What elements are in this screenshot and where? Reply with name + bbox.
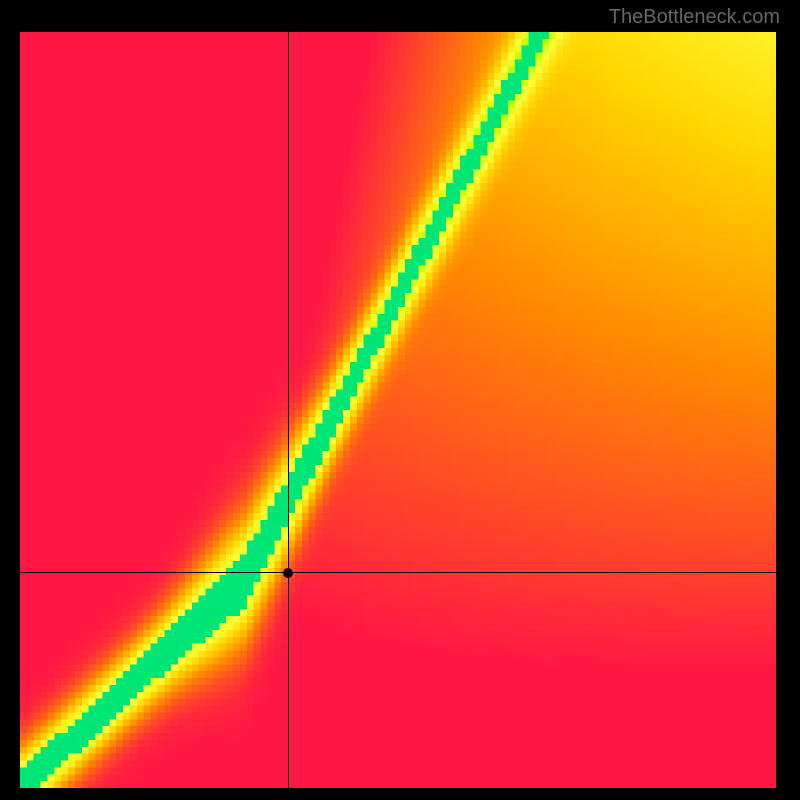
heatmap-canvas (20, 32, 776, 788)
heatmap-canvas-wrap (20, 32, 776, 788)
data-point-marker (283, 568, 293, 578)
watermark-text: TheBottleneck.com (609, 6, 780, 29)
crosshair-horizontal (20, 572, 776, 573)
crosshair-vertical (288, 32, 289, 788)
heatmap-plot-area (20, 32, 776, 788)
